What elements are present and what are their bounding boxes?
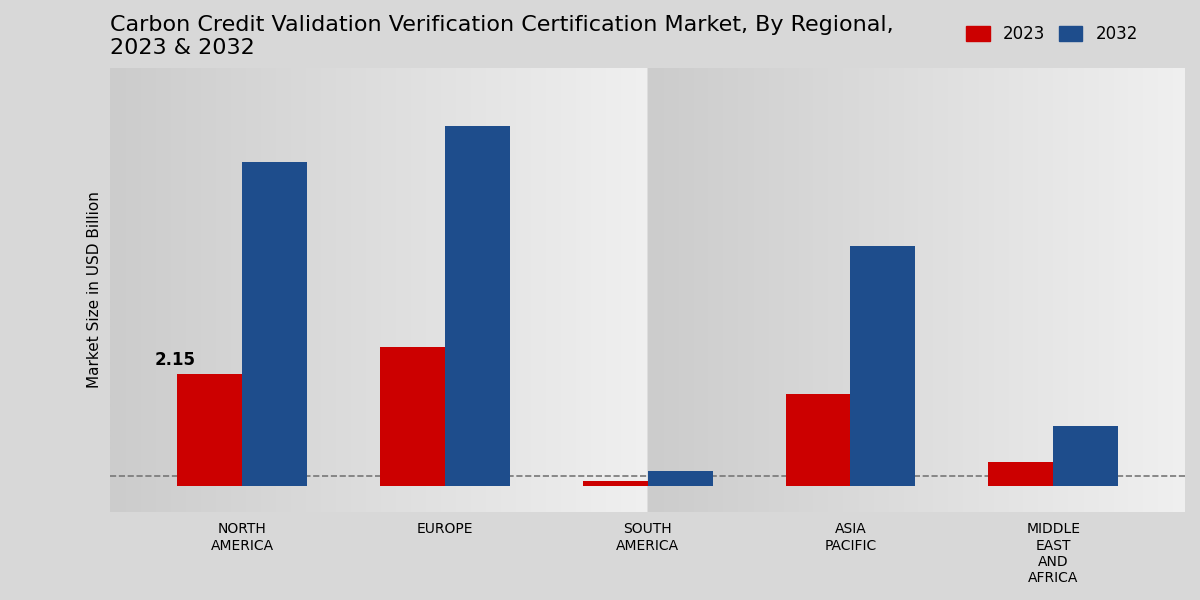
Bar (648, 471, 713, 486)
Legend: 2023, 2032: 2023, 2032 (960, 19, 1145, 50)
Bar (583, 481, 648, 486)
Bar (851, 245, 916, 486)
Bar (178, 374, 242, 486)
Text: 2.15: 2.15 (155, 352, 196, 370)
Bar (380, 347, 445, 486)
Y-axis label: Market Size in USD Billion: Market Size in USD Billion (88, 191, 102, 388)
Text: Carbon Credit Validation Verification Certification Market, By Regional,
2023 & : Carbon Credit Validation Verification Ce… (110, 15, 894, 58)
Bar (989, 463, 1054, 486)
Bar (445, 125, 510, 486)
Bar (786, 394, 851, 486)
Bar (242, 162, 307, 486)
Bar (1054, 426, 1118, 486)
